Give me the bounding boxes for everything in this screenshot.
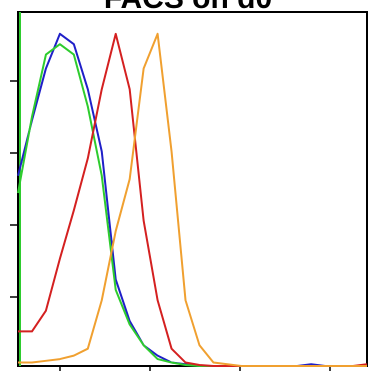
histogram-line xyxy=(17,32,367,367)
histogram-line xyxy=(18,32,368,367)
histogram-line xyxy=(17,43,367,367)
plot-frame xyxy=(17,11,368,367)
histogram-line xyxy=(18,32,367,367)
axis-ticks xyxy=(10,80,331,371)
